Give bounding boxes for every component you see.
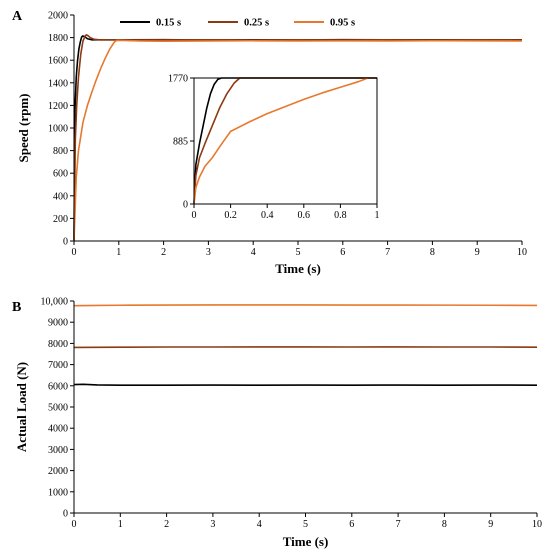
y-tick-label: 3000: [48, 445, 68, 456]
x-tick-label: 8: [430, 247, 435, 258]
panel-b-axes: [73, 301, 537, 514]
legend-label: 0.95 s: [330, 18, 355, 29]
inset-ticks: 0 0.2 0.4 0.6 0.8 1 0 885 1770: [168, 74, 380, 222]
panel-a-y-axis-title: Speed (rpm): [16, 94, 31, 163]
x-tick-label: 0: [72, 519, 77, 530]
x-tick-label: 5: [296, 247, 301, 258]
y-tick-label: 600: [53, 169, 68, 180]
inset-series-line-0-95-s: [193, 77, 369, 205]
x-tick-label: 5: [303, 519, 308, 530]
y-tick-label: 200: [53, 214, 68, 225]
x-tick-label: 2: [161, 247, 166, 258]
y-tick-label: 800: [53, 146, 68, 157]
inset-y-tick-label: 885: [173, 137, 188, 148]
y-tick-label: 8000: [48, 339, 68, 350]
series-line-0-25-s: [73, 33, 523, 242]
inset-frame: [193, 77, 378, 205]
panel-a-chart: A 0 1 2 3 4 5 6 7 8 9 1002004006008001000120014001…: [12, 9, 527, 276]
y-tick-label: 1000: [48, 487, 68, 498]
y-tick-label: 6000: [48, 381, 68, 392]
series-line-2: [73, 346, 538, 349]
panel-b-chart: B 0 1 2 3 4 5 6 7 8 9 10 0 1000 2000 3000 4000 5000 6000 7…: [12, 297, 542, 550]
inset-x-tick-label: 0.8: [334, 210, 347, 221]
panel-a-legend: 0.15 s 0.25 s 0.95 s: [120, 18, 355, 29]
inset-x-tick-label: 1: [375, 210, 380, 221]
inset-series-line-0-25-s: [193, 77, 377, 205]
inset-y-tick-label: 1770: [168, 74, 188, 85]
x-tick-label: 2: [164, 519, 169, 530]
x-tick-label: 4: [257, 519, 262, 530]
panel-a-label: A: [12, 9, 23, 24]
panel-b-ticks: 0 1 2 3 4 5 6 7 8 9 10 0 1000 2000 3000 4000 5000 6000 700…: [41, 297, 543, 531]
inset-series-line-0-15-s: [193, 77, 377, 205]
x-tick-label: 3: [210, 519, 215, 530]
inset-x-tick-label: 0.6: [298, 210, 311, 221]
x-tick-label: 0: [72, 247, 77, 258]
legend-label: 0.15 s: [156, 18, 181, 29]
x-tick-label: 10: [532, 519, 542, 530]
y-tick-label: 0: [63, 509, 68, 520]
x-tick-label: 7: [396, 519, 401, 530]
series-line-3: [73, 304, 538, 307]
y-tick-label: 5000: [48, 403, 68, 414]
panel-a-x-axis-title: Time (s): [275, 261, 321, 276]
x-tick-label: 10: [517, 247, 527, 258]
x-tick-label: 1: [118, 519, 123, 530]
x-tick-label: 7: [385, 247, 390, 258]
inset-background: [166, 70, 389, 220]
inset-y-tick-label: 0: [183, 200, 188, 211]
series-line-0-95-s: [73, 39, 523, 242]
legend-label: 0.25 s: [244, 18, 269, 29]
panel-a-series: [73, 33, 523, 242]
y-tick-label: 9000: [48, 318, 68, 329]
y-tick-label: 4000: [48, 424, 68, 435]
y-tick-label: 1200: [48, 101, 68, 112]
panel-b-x-axis-title: Time (s): [283, 534, 329, 549]
y-tick-label: 1000: [48, 124, 68, 135]
x-tick-label: 8: [442, 519, 447, 530]
x-tick-label: 1: [116, 247, 121, 258]
panel-a-axes: [73, 15, 522, 242]
y-tick-label: 400: [53, 191, 68, 202]
x-tick-label: 6: [340, 247, 345, 258]
panel-b-y-axis-title: Actual Load (N): [14, 362, 29, 452]
inset-series: [193, 77, 377, 205]
inset-x-tick-label: 0.2: [224, 210, 237, 221]
y-tick-label: 2000: [48, 11, 68, 22]
x-tick-label: 3: [206, 247, 211, 258]
x-tick-label: 6: [349, 519, 354, 530]
y-tick-label: 10,000: [41, 297, 69, 308]
series-line-1: [73, 383, 538, 386]
y-tick-label: 1600: [48, 56, 68, 67]
y-tick-label: 1800: [48, 33, 68, 44]
panel-b-series: [73, 304, 538, 386]
x-tick-label: 9: [475, 247, 480, 258]
panel-a-ticks: 0 1 2 3 4 5 6 7 8 9 100200400600800100012001400160…: [48, 11, 527, 259]
inset-x-tick-label: 0: [192, 210, 197, 221]
y-tick-label: 7000: [48, 360, 68, 371]
y-tick-label: 0: [63, 237, 68, 248]
inset-x-tick-label: 0.4: [261, 210, 274, 221]
x-tick-label: 9: [488, 519, 493, 530]
panel-a-inset-chart: 0 0.2 0.4 0.6 0.8 1 0 885 1770: [166, 70, 389, 221]
y-tick-label: 1400: [48, 78, 68, 89]
x-tick-label: 4: [251, 247, 256, 258]
panel-b-label: B: [12, 300, 21, 315]
y-tick-label: 2000: [48, 466, 68, 477]
